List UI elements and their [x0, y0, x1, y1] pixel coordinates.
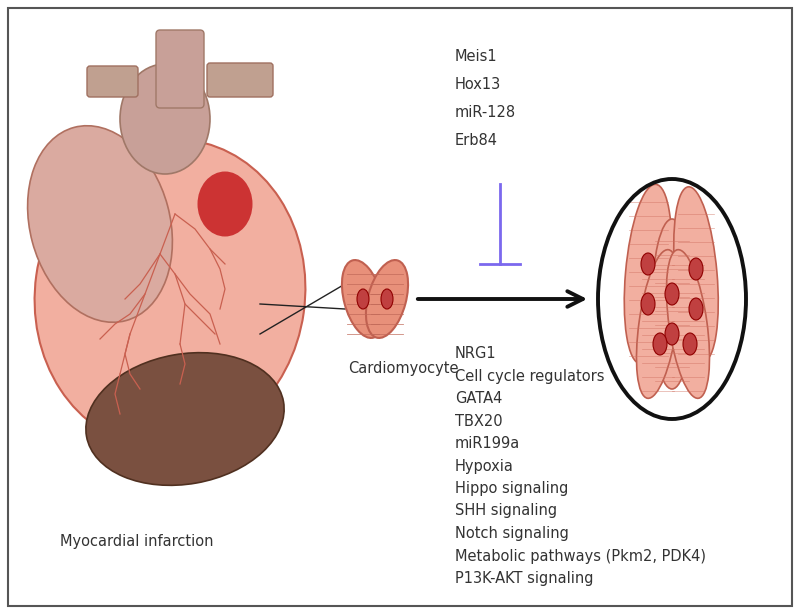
Ellipse shape	[641, 293, 655, 315]
Text: Cell cycle regulators: Cell cycle regulators	[455, 368, 605, 384]
Ellipse shape	[641, 253, 655, 275]
Ellipse shape	[381, 289, 393, 309]
Ellipse shape	[28, 126, 172, 322]
Ellipse shape	[674, 187, 718, 361]
Ellipse shape	[198, 171, 253, 236]
Ellipse shape	[683, 333, 697, 355]
Text: TBX20: TBX20	[455, 413, 502, 429]
Ellipse shape	[665, 283, 679, 305]
Text: Meis1: Meis1	[455, 49, 498, 64]
Text: Hox13: Hox13	[455, 77, 502, 92]
Ellipse shape	[624, 184, 672, 363]
Ellipse shape	[34, 139, 306, 449]
Text: Myocardial infarction: Myocardial infarction	[60, 534, 214, 549]
Ellipse shape	[366, 260, 408, 338]
Ellipse shape	[653, 333, 667, 355]
Ellipse shape	[120, 64, 210, 174]
Text: Metabolic pathways (Pkm2, PDK4): Metabolic pathways (Pkm2, PDK4)	[455, 548, 706, 564]
Ellipse shape	[357, 289, 369, 309]
Ellipse shape	[689, 258, 703, 280]
Ellipse shape	[86, 352, 284, 485]
Text: GATA4: GATA4	[455, 391, 502, 406]
Text: Cardiomyocyte: Cardiomyocyte	[348, 361, 458, 376]
Text: Erb84: Erb84	[455, 133, 498, 148]
Ellipse shape	[652, 219, 692, 389]
Text: Hippo signaling: Hippo signaling	[455, 481, 568, 496]
Ellipse shape	[666, 250, 710, 398]
FancyBboxPatch shape	[207, 63, 273, 97]
Ellipse shape	[637, 250, 679, 398]
Text: miR-128: miR-128	[455, 105, 516, 120]
Ellipse shape	[342, 260, 384, 338]
FancyBboxPatch shape	[156, 30, 204, 108]
Ellipse shape	[665, 323, 679, 345]
Ellipse shape	[598, 179, 746, 419]
Text: miR199a: miR199a	[455, 436, 520, 451]
Text: SHH signaling: SHH signaling	[455, 503, 557, 518]
Ellipse shape	[689, 298, 703, 320]
Text: NRG1: NRG1	[455, 346, 497, 361]
Text: Notch signaling: Notch signaling	[455, 526, 569, 541]
Text: Hypoxia: Hypoxia	[455, 459, 514, 473]
Text: P13K-AKT signaling: P13K-AKT signaling	[455, 571, 594, 586]
FancyBboxPatch shape	[87, 66, 138, 97]
